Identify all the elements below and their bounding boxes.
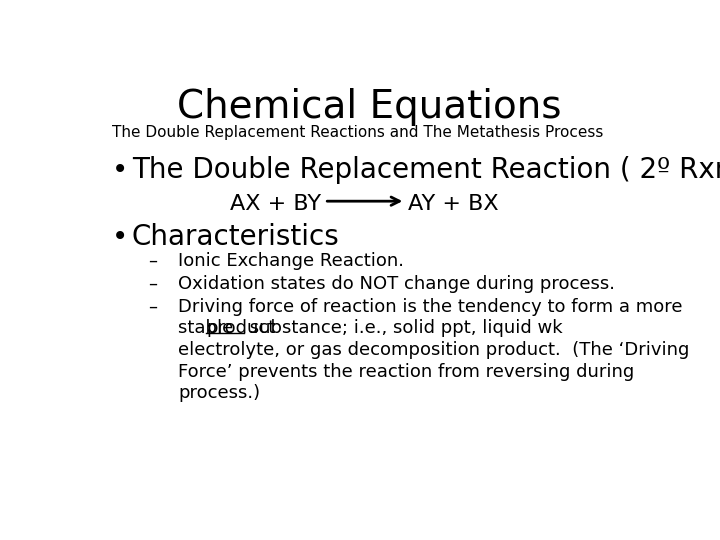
Text: –: – [148, 298, 158, 316]
Text: Chemical Equations: Chemical Equations [176, 87, 562, 126]
Text: substance; i.e., solid ppt, liquid wk: substance; i.e., solid ppt, liquid wk [244, 319, 562, 338]
Text: Driving force of reaction is the tendency to form a more: Driving force of reaction is the tendenc… [178, 298, 683, 316]
Text: –: – [148, 275, 158, 293]
Text: electrolyte, or gas decomposition product.  (The ‘Driving: electrolyte, or gas decomposition produc… [178, 341, 690, 359]
Text: Oxidation states do NOT change during process.: Oxidation states do NOT change during pr… [178, 275, 615, 293]
Text: The Double Replacement Reactions and The Metathesis Process: The Double Replacement Reactions and The… [112, 125, 603, 140]
Text: product: product [206, 319, 275, 338]
Text: –: – [148, 252, 158, 270]
Text: AY + BX: AY + BX [408, 194, 499, 214]
Text: •: • [112, 156, 129, 184]
Text: Force’ prevents the reaction from reversing during: Force’ prevents the reaction from revers… [178, 362, 634, 381]
Text: Ionic Exchange Reaction.: Ionic Exchange Reaction. [178, 252, 404, 270]
Text: AX + BY: AX + BY [230, 194, 322, 214]
Text: The Double Replacement Reaction ( 2º Rxn ): The Double Replacement Reaction ( 2º Rxn… [132, 156, 720, 184]
Text: Characteristics: Characteristics [132, 223, 340, 251]
Text: process.): process.) [178, 384, 261, 402]
Text: stable: stable [178, 319, 239, 338]
Text: •: • [112, 223, 129, 251]
